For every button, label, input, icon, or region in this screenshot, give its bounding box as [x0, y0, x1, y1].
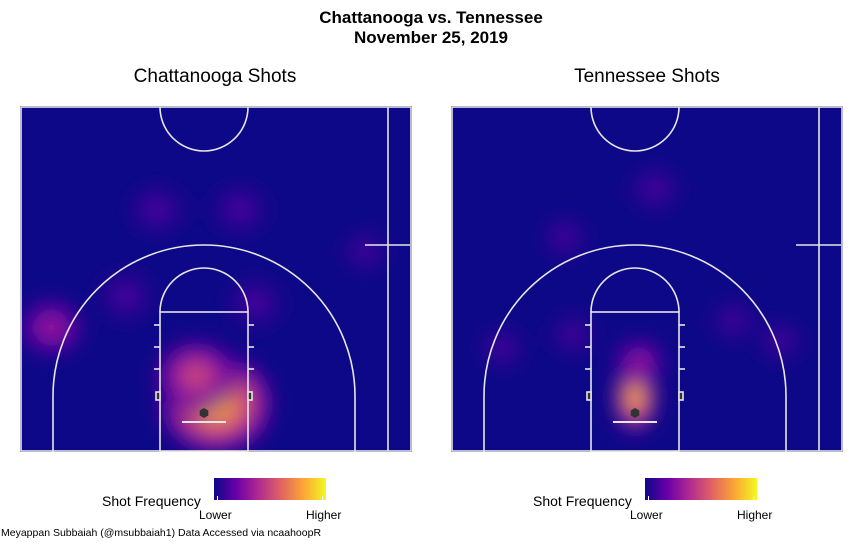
legend-tick-high	[322, 496, 323, 500]
shot-density-hotspot	[149, 334, 244, 418]
shot-density-hotspot	[541, 306, 604, 363]
panel-title-tennessee: Tennessee Shots	[574, 66, 720, 87]
legend-tick-high	[753, 496, 754, 500]
legend-low-label: Lower	[630, 508, 663, 522]
three-point-line	[52, 244, 356, 452]
center-circle	[590, 106, 680, 152]
shot-density-hotspot	[619, 157, 691, 221]
shot-density-hotspot	[216, 268, 295, 338]
hoop-icon	[630, 408, 640, 418]
legend-colorbar	[214, 478, 326, 500]
legend-high-label: Higher	[737, 508, 773, 522]
shot-density-hotspot	[607, 334, 671, 390]
shot-density-hotspot	[20, 292, 91, 363]
free-throw-circle	[159, 267, 249, 313]
court-lines	[451, 106, 843, 452]
shot-density-hotspot	[86, 261, 166, 331]
shot-heatmap-tennessee	[451, 106, 843, 452]
lane-block	[678, 391, 684, 401]
legend-colorbar	[645, 478, 757, 500]
shot-density-hotspot	[333, 223, 397, 279]
legend-tick-low	[648, 496, 649, 500]
legend-title: Shot Frequency	[102, 493, 201, 509]
shot-density-hotspot	[533, 209, 597, 266]
chart-title-line1: Chattanooga vs. Tennessee	[319, 8, 543, 27]
lane-block	[247, 391, 253, 401]
heatmap-layer	[470, 157, 812, 437]
three-point-line	[483, 244, 787, 452]
paint-lane	[159, 311, 249, 452]
hoop-icon	[199, 408, 209, 418]
legend-low-label: Lower	[199, 508, 232, 522]
lane-block	[155, 391, 161, 401]
free-throw-circle	[590, 267, 680, 313]
source-caption: Meyappan Subbaiah (@msubbaiah1) Data Acc…	[1, 527, 322, 539]
lane-block	[586, 391, 592, 401]
center-circle	[159, 106, 249, 152]
shot-density-hotspot	[200, 175, 279, 245]
court-lines	[20, 106, 412, 452]
court-boundary	[20, 106, 412, 452]
shot-heatmap-chattanooga	[20, 106, 412, 452]
court-boundary	[451, 106, 843, 452]
shot-density-hotspot	[748, 313, 812, 369]
chart-title-line2: November 25, 2019	[353, 28, 509, 47]
shot-density-hotspot	[118, 175, 197, 245]
paint-lane	[590, 311, 680, 452]
shot-density-hotspot	[701, 292, 765, 349]
legend-title: Shot Frequency	[533, 493, 632, 509]
legend-high-label: Higher	[306, 508, 342, 522]
shot-density-hotspot	[470, 320, 534, 376]
legend-tick-low	[217, 496, 218, 500]
panel-title-chattanooga: Chattanooga Shots	[133, 66, 297, 87]
